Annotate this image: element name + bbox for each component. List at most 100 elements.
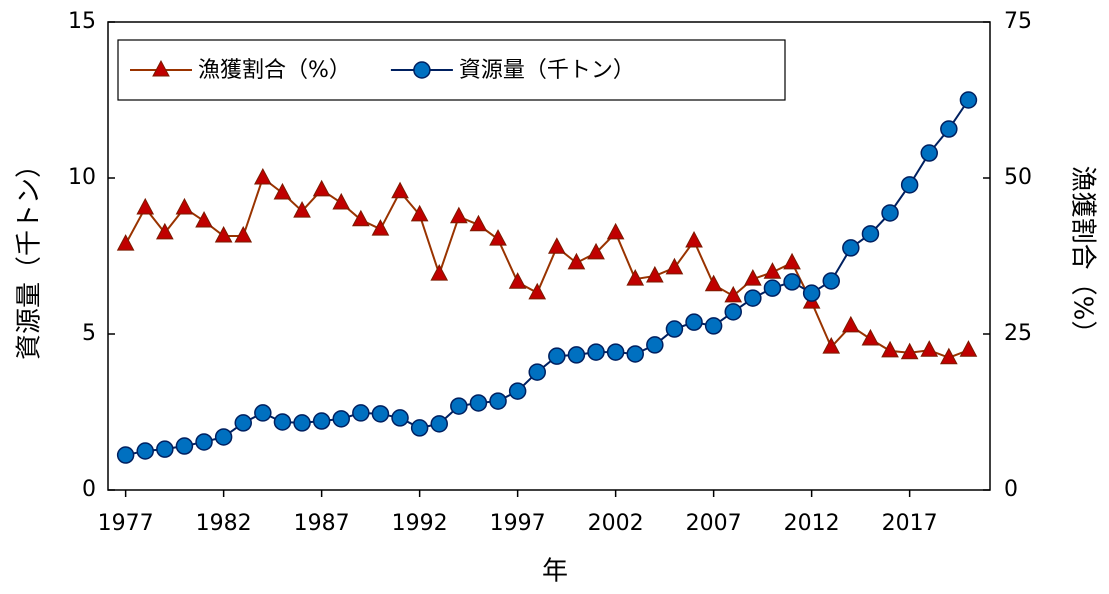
y-tick-label: 5: [82, 321, 96, 346]
data-point: [646, 336, 664, 354]
data-point: [704, 274, 723, 292]
data-point: [626, 345, 644, 363]
data-point: [724, 303, 742, 321]
data-point: [548, 347, 566, 365]
data-point: [959, 91, 978, 109]
data-point: [802, 284, 821, 302]
data-point: [116, 234, 135, 251]
data-point: [175, 197, 194, 215]
data-point: [195, 210, 213, 228]
data-point: [665, 257, 684, 275]
data-point: [587, 242, 605, 260]
y-tick-label: 15: [68, 9, 96, 34]
data-point: [704, 317, 723, 335]
y2-tick-label: 25: [1004, 321, 1032, 346]
y2-tick-label: 75: [1004, 9, 1032, 34]
x-tick-label: 2017: [882, 511, 938, 536]
data-point: [469, 394, 488, 412]
x-tick-label: 2012: [784, 511, 840, 536]
x-axis-title: 年: [542, 557, 568, 587]
data-point: [940, 347, 958, 365]
data-point: [606, 222, 625, 240]
data-point: [626, 269, 645, 286]
data-point: [508, 272, 527, 289]
data-point: [822, 337, 841, 354]
data-point: [881, 340, 899, 358]
data-point: [136, 197, 155, 215]
data-point: [410, 204, 429, 222]
data-point: [391, 181, 409, 199]
data-point: [234, 414, 252, 432]
data-point: [312, 179, 331, 197]
data-point: [861, 328, 880, 346]
data-point: [430, 415, 448, 433]
y2-tick-label: 0: [1004, 477, 1018, 502]
data-point: [724, 285, 743, 303]
data-point: [156, 222, 174, 240]
data-point: [940, 120, 958, 138]
y2-axis-title: 漁獲割合（%）: [1068, 166, 1098, 347]
data-point: [900, 342, 919, 360]
data-point: [528, 363, 546, 381]
data-point: [920, 144, 938, 162]
x-tick-label: 2002: [588, 511, 644, 536]
x-tick-label: 1992: [392, 511, 448, 536]
x-tick-label: 1987: [294, 511, 350, 536]
data-point: [959, 340, 978, 357]
data-point: [842, 239, 860, 257]
data-point: [587, 343, 605, 361]
data-point: [214, 428, 233, 446]
y-tick-label: 10: [68, 165, 96, 190]
data-point: [450, 206, 468, 224]
data-point: [175, 437, 194, 455]
data-point: [254, 404, 272, 422]
legend-marker: [413, 61, 431, 79]
plot-area: [107, 21, 991, 491]
data-point: [332, 192, 351, 210]
data-point: [214, 225, 233, 243]
data-point: [489, 229, 507, 246]
data-point: [410, 419, 429, 437]
data-point: [293, 414, 311, 432]
data-point: [156, 440, 174, 458]
y-tick-label: 0: [82, 477, 96, 502]
data-point: [371, 219, 390, 236]
series-line: [124, 176, 969, 359]
data-point: [391, 409, 409, 427]
legend: 漁獲割合（%） 資源量（千トン）: [117, 39, 786, 101]
data-point: [567, 346, 586, 364]
data-point: [646, 265, 664, 283]
y-axis-title: 資源量（千トン）: [15, 152, 45, 360]
data-point: [352, 404, 370, 422]
x-tick-label: 1982: [196, 511, 252, 536]
legend-marker: [152, 59, 170, 77]
data-point: [508, 382, 527, 400]
data-point: [744, 289, 762, 307]
data-point: [469, 214, 488, 232]
data-point: [273, 413, 292, 431]
data-point: [763, 279, 782, 297]
data-point: [116, 446, 135, 464]
data-point: [352, 209, 370, 227]
x-tick-label: 2007: [686, 511, 742, 536]
data-point: [685, 230, 703, 248]
data-point: [567, 252, 586, 270]
data-point: [332, 410, 350, 428]
data-point: [822, 272, 840, 290]
data-point: [920, 340, 939, 357]
data-point: [450, 397, 468, 415]
x-tick-label: 1977: [98, 511, 154, 536]
data-point: [606, 343, 625, 361]
data-point: [900, 176, 919, 194]
data-point: [665, 320, 684, 338]
data-point: [489, 392, 507, 410]
legend-label: 資源量（千トン）: [459, 58, 635, 83]
data-point: [293, 201, 311, 218]
data-point: [312, 412, 331, 430]
y2-tick-label: 50: [1004, 165, 1032, 190]
data-point: [881, 204, 899, 222]
data-point: [136, 442, 154, 460]
x-tick-label: 1997: [490, 511, 546, 536]
data-point: [430, 264, 449, 281]
